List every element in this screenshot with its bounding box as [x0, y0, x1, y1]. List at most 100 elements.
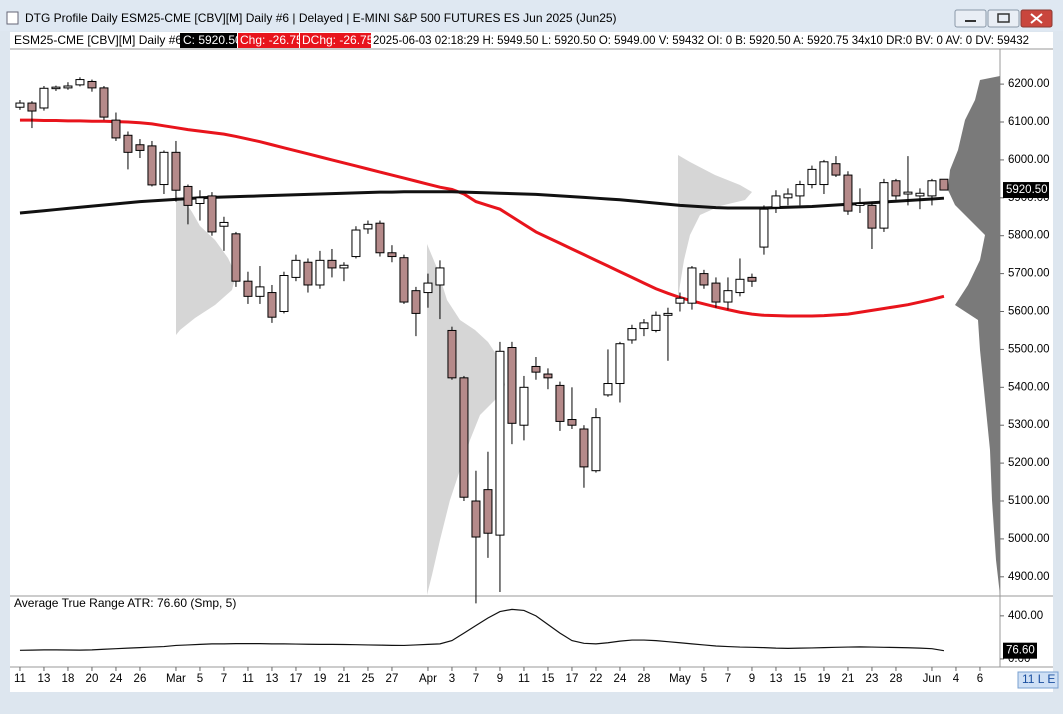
x-tick-label: May [669, 673, 691, 685]
candle-body [867, 204, 877, 229]
candle-body [675, 297, 685, 304]
dchange-box [300, 33, 371, 48]
candle-body [771, 195, 781, 208]
x-tick-label: 28 [890, 673, 903, 685]
x-tick-label: 11 [242, 673, 254, 685]
y-tick-label: 400.00 [1008, 610, 1043, 622]
candle-body [147, 145, 157, 186]
candle-body [495, 350, 505, 536]
x-tick-label: 20 [86, 673, 99, 685]
candle-body [99, 87, 109, 118]
candle-body [855, 202, 865, 206]
candle-body [843, 174, 853, 212]
candle-body [51, 86, 61, 90]
info-symbol: ESM25-CME [CBV][M] Daily #6 [14, 33, 182, 47]
x-tick-label: 26 [134, 673, 147, 685]
candle-body [183, 185, 193, 206]
candle-body [819, 161, 829, 186]
candle-body [291, 259, 301, 278]
candle-body [483, 489, 493, 534]
status-box[interactable] [1017, 671, 1059, 689]
candle-body [915, 192, 925, 197]
y-tick-label: 5600.00 [1008, 306, 1050, 318]
candle-body [699, 273, 709, 286]
candle-body [447, 329, 457, 379]
x-tick-label: 22 [590, 673, 603, 685]
moving-average [19, 118, 945, 318]
x-tick-label: 13 [38, 673, 51, 685]
candle-body [651, 314, 661, 331]
x-tick-label: 19 [314, 673, 327, 685]
x-tick-label: 13 [770, 673, 783, 685]
y-tick-label: 6200.00 [1008, 78, 1050, 90]
candle-body [543, 373, 553, 379]
x-tick-label: 5 [197, 673, 203, 685]
maximize-button[interactable] [987, 9, 1020, 28]
y-tick-label: 5700.00 [1008, 268, 1050, 280]
app-icon [6, 11, 19, 25]
candle-body [579, 428, 589, 468]
x-tick-label: 21 [842, 673, 855, 685]
x-tick-label: 9 [749, 673, 755, 685]
x-tick-label: 4 [953, 673, 960, 685]
info-details: 2025-06-03 02:18:29 H: 5949.50 L: 5920.5… [373, 33, 1029, 47]
candle-body [423, 282, 433, 294]
x-tick-label: 9 [497, 673, 503, 685]
x-tick-label: 5 [701, 673, 707, 685]
x-tick-label: 25 [362, 673, 375, 685]
title-bar [0, 0, 1063, 31]
candle-body [711, 282, 721, 303]
candle-body [807, 168, 817, 186]
info-close: C: 5920.50 [183, 33, 242, 47]
y-tick-label: 6100.00 [1008, 116, 1050, 128]
x-tick-label: Mar [166, 673, 186, 685]
candle-body [879, 182, 889, 229]
candle-body [723, 290, 733, 303]
x-tick-label: 24 [110, 673, 123, 685]
candle-body [267, 292, 277, 318]
x-tick-label: 11 [14, 673, 26, 685]
candle-body [435, 267, 445, 286]
candle-body [87, 80, 97, 89]
volume-profile [176, 196, 236, 335]
x-tick-label: 6 [977, 673, 983, 685]
candle-body [615, 343, 625, 385]
y-tick-label: 5200.00 [1008, 457, 1050, 469]
candle-body [219, 221, 229, 227]
candle-body [351, 229, 361, 258]
candle-body [519, 386, 529, 426]
x-tick-label: 23 [866, 673, 879, 685]
candle-body [27, 102, 37, 112]
chart-area [10, 32, 1053, 692]
y-tick-label: 5100.00 [1008, 495, 1050, 507]
x-tick-label: 7 [725, 673, 731, 685]
x-tick-label: 7 [473, 673, 479, 685]
last-value-box [1003, 642, 1037, 659]
candle-body [459, 377, 469, 498]
x-tick-label: 19 [818, 673, 831, 685]
candle-body [207, 195, 217, 233]
candle-body [231, 233, 241, 282]
candle-body [111, 119, 121, 139]
x-tick-label: Jun [923, 673, 942, 685]
candle-body [315, 259, 325, 286]
status: 11 L E [1022, 672, 1055, 686]
candle-body [471, 500, 481, 538]
candle-body [243, 280, 253, 297]
candle-body [939, 178, 949, 191]
candle-body [39, 87, 49, 109]
last-price-box [1003, 182, 1049, 199]
x-tick-label: 13 [266, 673, 279, 685]
x-tick-label: 21 [338, 673, 351, 685]
info-dchange: DChg: -26.75 [302, 33, 374, 47]
minimize-button[interactable] [954, 9, 987, 28]
y-tick-label: 5400.00 [1008, 381, 1050, 393]
x-tick-label: 15 [542, 673, 555, 685]
candle-body [891, 180, 901, 197]
candle-body [627, 328, 637, 341]
x-tick-label: 7 [221, 673, 227, 685]
x-tick-label: 15 [794, 673, 807, 685]
candle-body [759, 208, 769, 248]
